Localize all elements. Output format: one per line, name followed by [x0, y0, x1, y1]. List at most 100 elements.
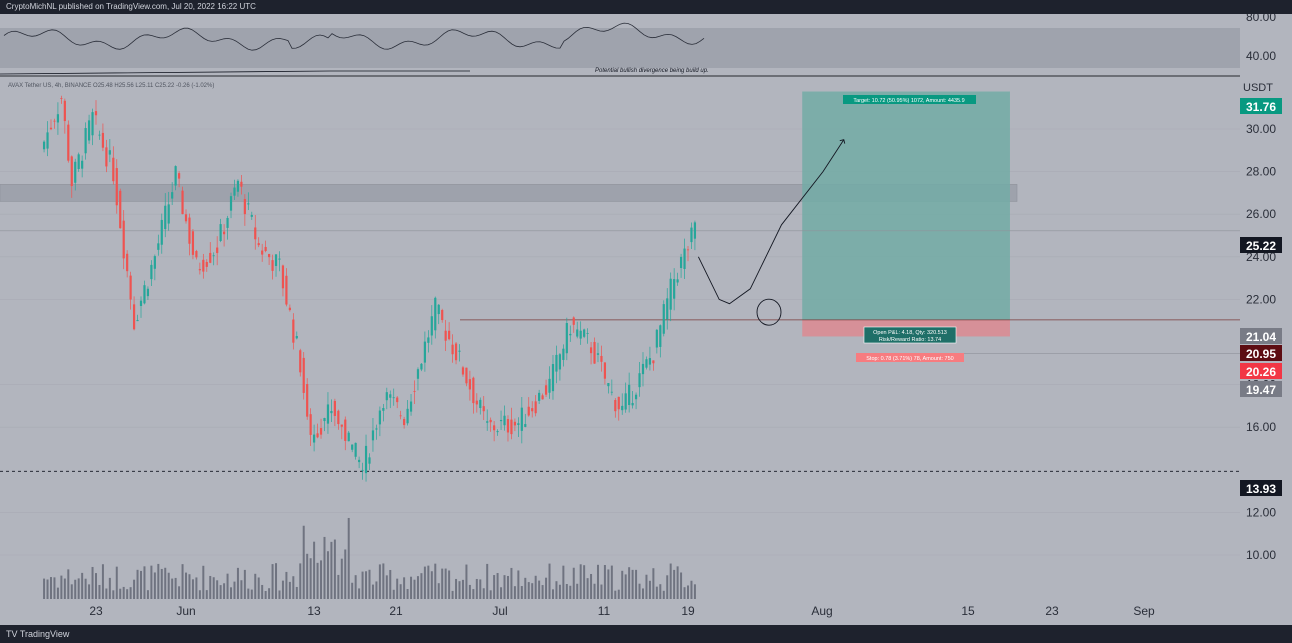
- price-tick-4[interactable]: 22.00: [1246, 292, 1276, 306]
- price-badge-1[interactable]: 25.22: [1246, 239, 1276, 253]
- candle-body-28: [139, 300, 143, 306]
- target-label-bg[interactable]: [843, 95, 976, 104]
- candle-body-182: [673, 279, 676, 299]
- price-badge-0[interactable]: 31.76: [1246, 100, 1276, 114]
- volume-bar-54: [230, 587, 233, 599]
- candle-body-183: [676, 279, 679, 283]
- price-badge-bg-2[interactable]: [1240, 328, 1282, 344]
- candle-body-176: [652, 360, 655, 364]
- candle-body-132: [499, 419, 503, 422]
- volume-bar-62: [257, 577, 260, 599]
- stop-label-bg[interactable]: [856, 353, 964, 362]
- candle-body-38: [174, 166, 177, 186]
- time-tick-9[interactable]: 23: [1045, 604, 1059, 618]
- candle-body-48: [209, 252, 212, 263]
- volume-bar-103: [399, 584, 402, 599]
- candle-body-170: [631, 402, 634, 406]
- time-tick-0[interactable]: 23: [89, 604, 103, 618]
- volume-bar-113: [434, 563, 437, 599]
- candle-body-144: [541, 395, 544, 400]
- volume-bar-185: [683, 587, 686, 599]
- candle-body-161: [600, 355, 603, 362]
- price-badge-bg-5[interactable]: [1240, 381, 1282, 397]
- volume-bar-134: [506, 575, 509, 599]
- candle-body-67: [274, 254, 278, 267]
- time-ticks[interactable]: 23 Jun 13 21 Jul 11 19 Aug 15 23 Sep: [89, 604, 1155, 618]
- volume-bar-50: [216, 580, 219, 599]
- price-tick-3[interactable]: 24.00: [1246, 250, 1276, 264]
- price-badge-bg-0[interactable]: [1240, 98, 1282, 114]
- candle-body-4: [56, 114, 60, 123]
- stop-label[interactable]: Stop: 0.78 (3.71%) 78, Amount: 750: [866, 356, 953, 362]
- candle-body-138: [520, 407, 523, 431]
- candle-body-146: [548, 378, 551, 393]
- price-tick-6[interactable]: 16.00: [1246, 420, 1276, 434]
- candle-body-167: [621, 405, 624, 411]
- time-axis-background[interactable]: [0, 599, 1292, 625]
- candle-body-91: [358, 459, 361, 463]
- candle-body-141: [531, 408, 534, 412]
- brand-text: TradingView: [19, 629, 70, 639]
- rsi-pane[interactable]: Potential bullish divergence being build…: [0, 10, 1276, 77]
- price-ticks[interactable]: 30.0028.0026.0024.0022.0018.0016.0012.00…: [1246, 122, 1276, 562]
- candle-body-157: [586, 333, 589, 334]
- candle-body-123: [468, 379, 471, 390]
- price-badge-bg-6[interactable]: [1240, 480, 1282, 496]
- volume-bar-155: [579, 564, 582, 599]
- candle-body-75: [302, 357, 305, 393]
- candle-body-128: [486, 421, 489, 423]
- price-tick-8[interactable]: 10.00: [1246, 548, 1276, 562]
- time-tick-1[interactable]: Jun: [176, 604, 195, 618]
- volume-bar-19: [108, 577, 111, 599]
- volume-bar-46: [202, 565, 205, 599]
- time-tick-10[interactable]: Sep: [1133, 604, 1155, 618]
- time-tick-8[interactable]: 15: [961, 604, 975, 618]
- volume-bar-81: [323, 536, 326, 599]
- volume-bar-51: [219, 585, 222, 599]
- price-badge-4[interactable]: 20.26: [1246, 365, 1276, 379]
- candle-body-65: [267, 253, 271, 258]
- volume-bar-170: [631, 569, 634, 599]
- price-badge-bg-1[interactable]: [1240, 237, 1282, 253]
- target-label[interactable]: Target: 10.72 (50.95%) 1072, Amount: 443…: [853, 98, 964, 104]
- price-tick-0[interactable]: 30.00: [1246, 122, 1276, 136]
- time-tick-6[interactable]: 19: [681, 604, 695, 618]
- volume-bar-88: [347, 517, 350, 599]
- price-tick-7[interactable]: 12.00: [1246, 505, 1276, 519]
- price-tick-2[interactable]: 26.00: [1246, 207, 1276, 221]
- open-pnl-bg[interactable]: [863, 326, 957, 344]
- price-badge-2[interactable]: 21.04: [1246, 330, 1276, 344]
- volume-bar-4: [56, 587, 59, 599]
- price-badges[interactable]: 31.76 25.22 21.04 20.95 20.26 19.47 13.93: [1240, 98, 1282, 496]
- volume-bar-78: [313, 541, 316, 599]
- time-tick-5[interactable]: 11: [598, 604, 611, 618]
- volume-bar-57: [240, 580, 243, 599]
- volume-bar-23: [122, 586, 125, 599]
- time-tick-7[interactable]: Aug: [811, 604, 832, 618]
- time-tick-4[interactable]: Jul: [492, 604, 507, 618]
- price-axis-background[interactable]: [1240, 14, 1292, 625]
- candle-body-179: [662, 304, 665, 334]
- candle-body-41: [184, 214, 188, 222]
- price-badge-5[interactable]: 19.47: [1246, 383, 1276, 397]
- volume-bar-163: [607, 569, 610, 599]
- chart-svg[interactable]: Potential bullish divergence being build…: [0, 10, 1292, 625]
- volume-bar-30: [146, 590, 149, 599]
- time-tick-3[interactable]: 21: [389, 604, 403, 618]
- volume-bar-90: [354, 575, 357, 599]
- candle-body-178: [659, 325, 662, 347]
- position-labels[interactable]: Target: 10.72 (50.95%) 1072, Amount: 443…: [843, 95, 976, 362]
- risk-reward-label[interactable]: Risk/Reward Ratio: 13.74: [879, 337, 941, 343]
- price-badge-3[interactable]: 20.95: [1246, 347, 1276, 361]
- time-tick-2[interactable]: 13: [307, 604, 321, 618]
- volume-bar-99: [385, 575, 388, 599]
- price-badge-6[interactable]: 13.93: [1246, 482, 1276, 496]
- volume-bar-183: [676, 566, 679, 599]
- open-pnl-label[interactable]: Open P&L: 4.18, Qty: 320.513: [873, 330, 947, 336]
- price-badge-bg-3[interactable]: [1240, 345, 1282, 361]
- candle-body-13: [87, 120, 91, 141]
- projection-curve: [697, 139, 845, 305]
- price-badge-bg-4[interactable]: [1240, 363, 1282, 379]
- chart-area[interactable]: Potential bullish divergence being build…: [0, 10, 1292, 625]
- price-tick-1[interactable]: 28.00: [1246, 165, 1276, 179]
